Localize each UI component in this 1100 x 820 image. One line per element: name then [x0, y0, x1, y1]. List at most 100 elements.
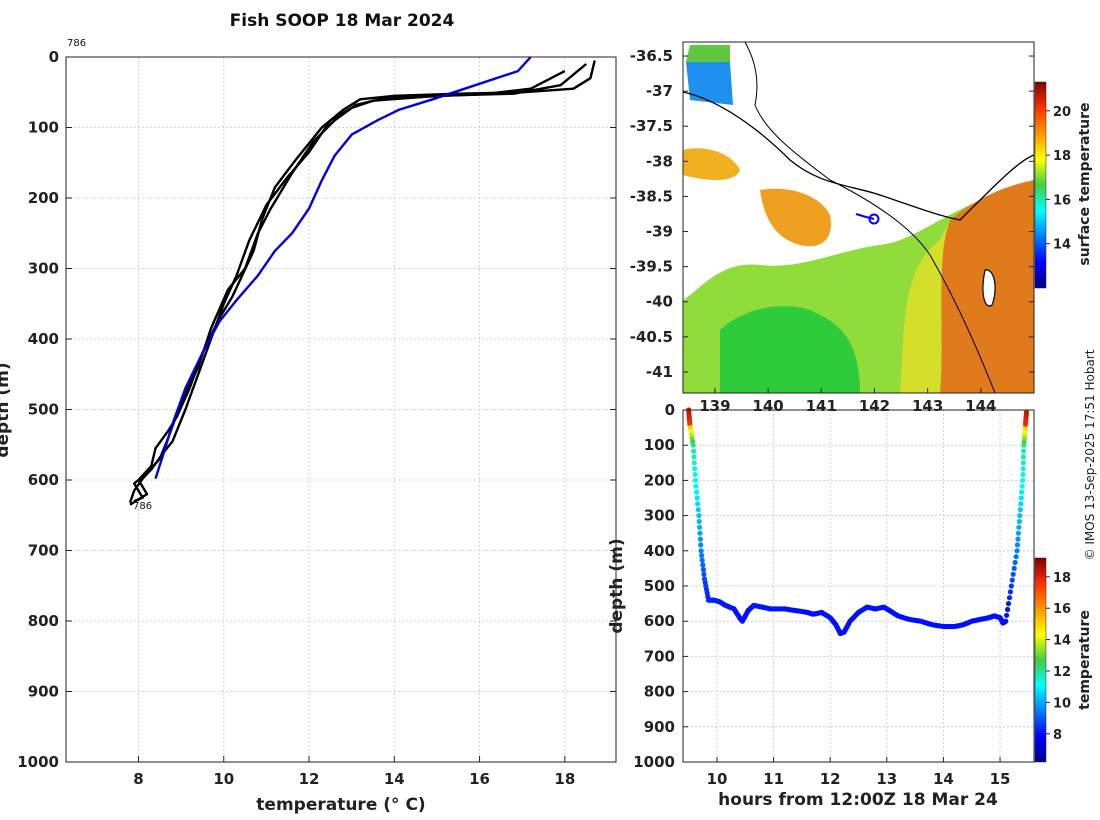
- sst-north-patch: [683, 148, 740, 180]
- map-colorbar-ticks: 14 16 18 20: [1046, 105, 1071, 253]
- sst-yellow-band: [900, 220, 950, 393]
- map-x-tick-label: 140: [752, 397, 783, 415]
- track-point: [1005, 606, 1011, 613]
- sst-orange-patch: [760, 188, 831, 247]
- glide-y-tick-label: 400: [644, 542, 675, 560]
- figure-title: Fish SOOP 18 Mar 2024: [230, 11, 455, 31]
- track-point: [690, 442, 696, 448]
- track-point: [1015, 536, 1021, 542]
- track-point: [1014, 542, 1021, 548]
- track-point: [1018, 501, 1024, 507]
- left-x-tick-label: 14: [384, 770, 405, 788]
- map-colorbar-tick-label: 20: [1053, 105, 1071, 120]
- track-point: [1020, 477, 1026, 483]
- track-point: [1010, 571, 1016, 577]
- track-point: [1011, 565, 1017, 572]
- track-point: [1019, 489, 1025, 495]
- glide-y-tick-label: 500: [644, 577, 675, 595]
- map-colorbar-tick-label: 14: [1053, 238, 1071, 253]
- map-y-tick-label: -41: [646, 363, 673, 381]
- map-x-tick-label: 142: [859, 397, 890, 415]
- track-point: [701, 571, 707, 577]
- left-y-tick-label: 200: [28, 189, 59, 207]
- track-point: [1020, 460, 1026, 466]
- glide-ticks: 10 11 12 13 14 15 0 100 200 300 400 500 600 700 800 900…: [633, 401, 1010, 788]
- track-point: [1017, 507, 1023, 513]
- glide-x-tick-label: 11: [763, 770, 784, 788]
- track-point: [1017, 513, 1023, 519]
- left-y-axis-label: depth (m): [0, 362, 13, 457]
- ship-position-marker: [868, 213, 880, 225]
- track-point: [1018, 495, 1024, 501]
- state-boundary: [744, 42, 996, 393]
- glide-colorbar-tick-label: 16: [1053, 602, 1071, 617]
- track-point: [696, 513, 702, 519]
- track-point: [692, 471, 698, 478]
- track-point: [698, 548, 704, 554]
- glide-x-tick-label: 14: [933, 770, 954, 788]
- left-x-tick-label: 12: [299, 770, 320, 788]
- sst-green-north: [686, 45, 730, 62]
- left-ticks: 8 10 12 14 16 18 0 100 200 300 400 500 600 700 800 900 1…: [17, 48, 616, 788]
- track-point: [697, 536, 704, 542]
- track-point: [1016, 524, 1022, 530]
- glide-y-tick-label: 800: [644, 683, 675, 701]
- track-point: [691, 460, 697, 466]
- map-y-tick-label: -39: [646, 223, 673, 241]
- map-x-tick-label: 143: [912, 397, 943, 415]
- glide-y-tick-label: 600: [644, 612, 675, 630]
- left-y-tick-label: 600: [28, 471, 59, 489]
- map-colorbar-tick-label: 16: [1053, 193, 1071, 208]
- track-point: [692, 477, 699, 483]
- glide-y-tick-label: 700: [644, 647, 675, 665]
- map-y-tick-label: -36.5: [630, 47, 673, 65]
- track-point: [699, 552, 705, 559]
- track-point: [694, 489, 700, 495]
- track-point: [1023, 409, 1030, 415]
- map-x-tick-label: 144: [965, 397, 996, 415]
- map-frame: [682, 41, 1035, 394]
- sst-cold-patch: [686, 62, 733, 105]
- track-point: [1014, 548, 1020, 554]
- glide-y-tick-label: 0: [665, 401, 675, 419]
- track-point: [1020, 466, 1026, 472]
- temperature-profile-chart: 8 10 12 14 16 18 0 100 200 300 400 500 600 700 800 900 1…: [0, 38, 617, 815]
- track-point: [697, 530, 703, 536]
- sst-cool-green-region: [720, 306, 860, 393]
- track-point: [692, 466, 698, 472]
- track-point: [1016, 518, 1023, 525]
- track-point: [695, 507, 701, 513]
- annotation-bottom: 786: [133, 501, 152, 512]
- map-colorbar-label: surface temperature: [1077, 102, 1093, 265]
- left-axes-frame: [65, 56, 617, 763]
- track-point: [1012, 559, 1018, 566]
- coastline: [683, 91, 1034, 221]
- annotation-top: 786: [67, 38, 86, 49]
- track-point: [700, 562, 706, 568]
- track-point: [1007, 589, 1014, 595]
- glide-colorbar-tick-label: 18: [1053, 571, 1071, 586]
- track-point: [696, 518, 702, 525]
- left-y-tick-label: 800: [28, 612, 59, 630]
- glide-y-tick-label: 300: [644, 507, 675, 525]
- track-point: [1005, 601, 1012, 607]
- depth-time-chart: 10 11 12 13 14 15 0 100 200 300 400 500 600 700 800 900…: [607, 401, 1093, 810]
- track-point: [691, 448, 697, 454]
- track-point: [1019, 483, 1025, 489]
- map-y-tick-label: -39.5: [630, 258, 673, 276]
- map-y-tick-label: -37: [646, 82, 673, 100]
- left-series-group: [128, 56, 596, 506]
- map-y-tick-label: -38: [646, 152, 673, 170]
- track-point: [700, 567, 707, 573]
- track-point: [695, 501, 701, 507]
- glide-y-tick-label: 200: [644, 471, 675, 489]
- map-colorbar: [1034, 81, 1047, 289]
- left-y-tick-label: 500: [28, 401, 59, 419]
- track-point: [697, 524, 703, 530]
- glide-colorbar-tick-label: 10: [1053, 696, 1071, 711]
- glide-colorbar-tick-label: 14: [1053, 634, 1071, 649]
- track-point: [1004, 612, 1010, 618]
- map-x-tick-label: 141: [806, 397, 837, 415]
- map-y-tick-label: -37.5: [630, 117, 673, 135]
